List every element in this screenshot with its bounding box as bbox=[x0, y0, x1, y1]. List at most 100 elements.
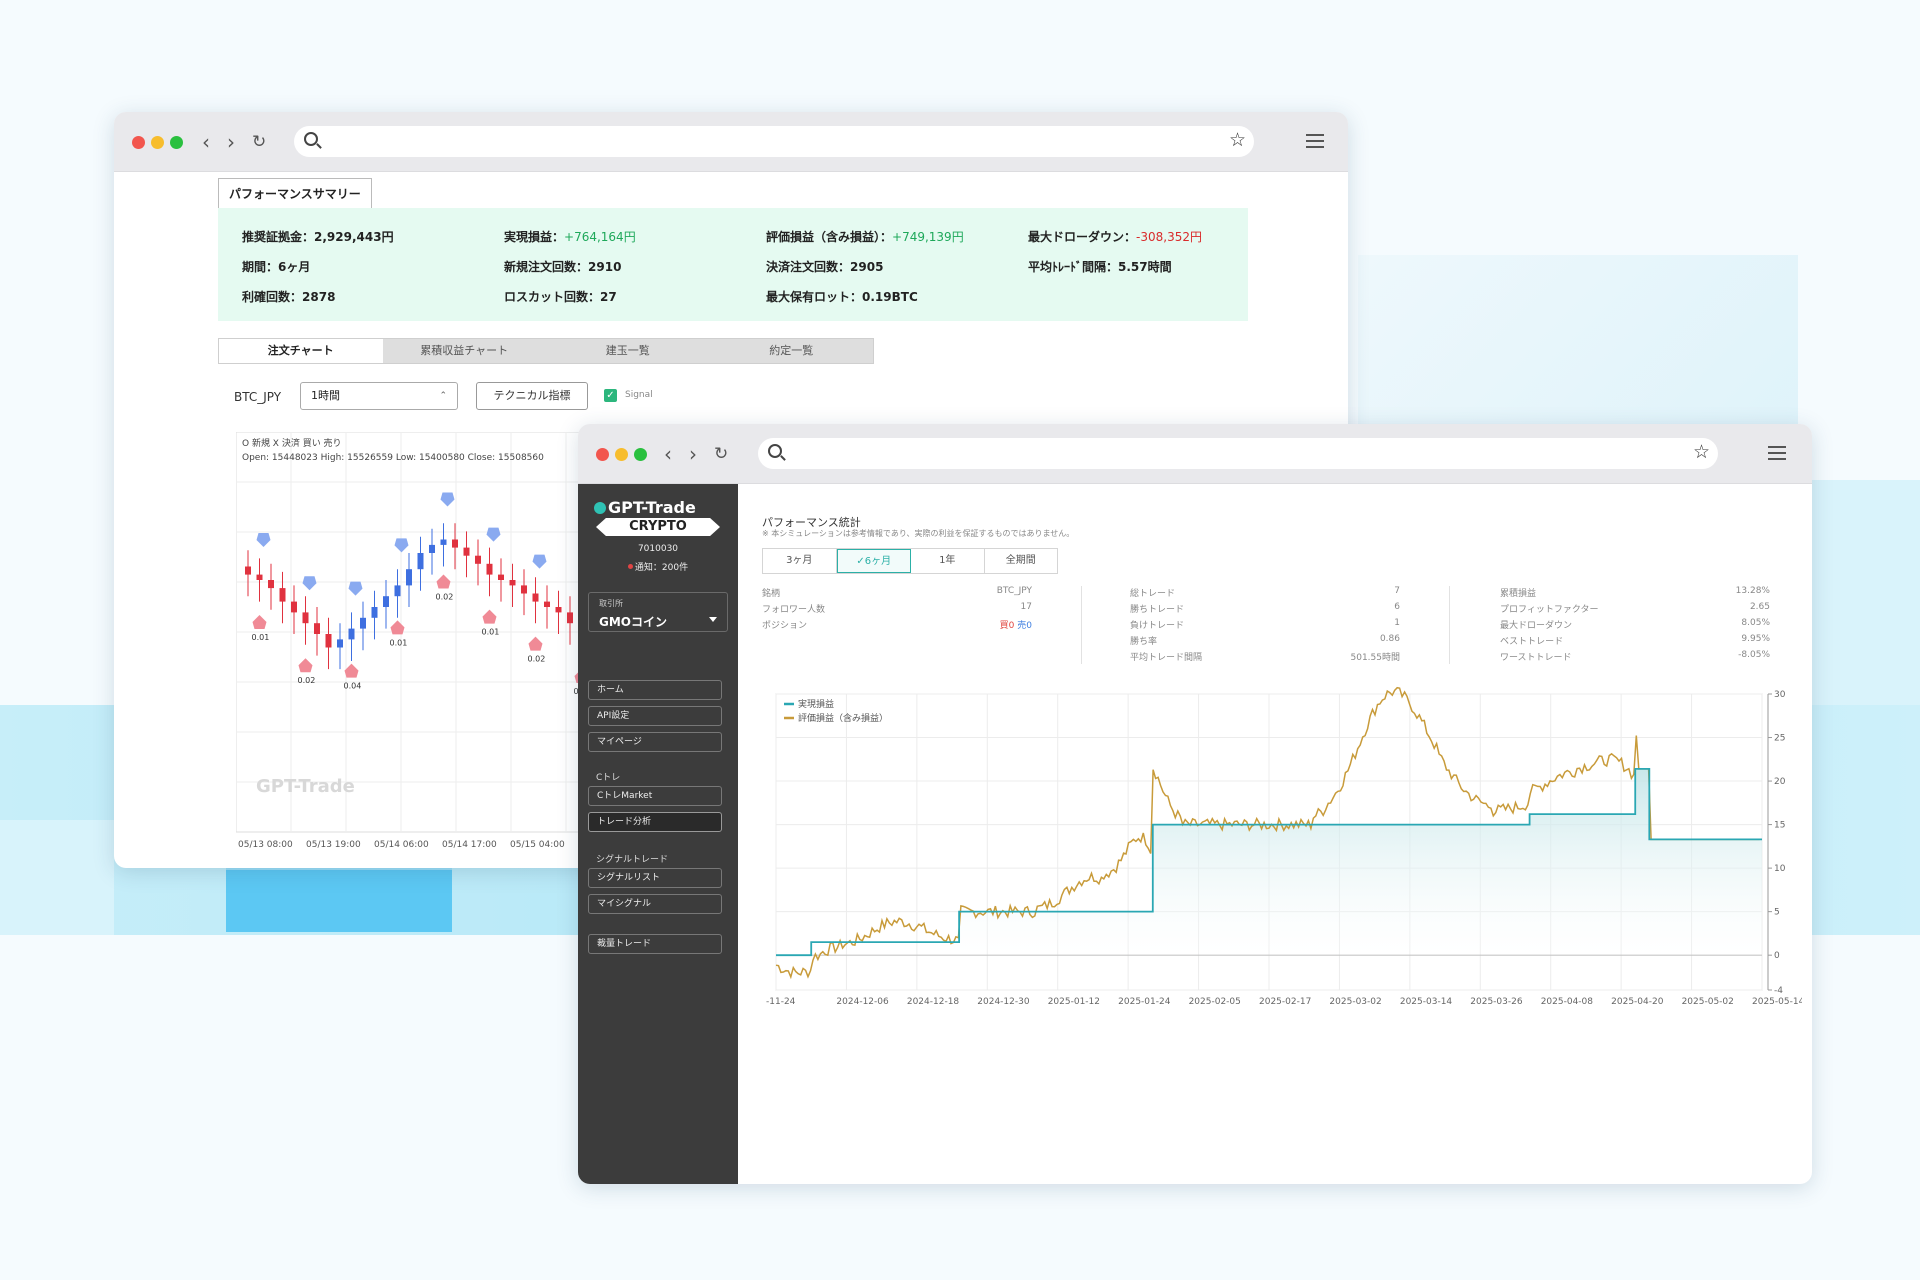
summary-item: 決済注文回数：2905 bbox=[766, 258, 883, 275]
stat-value: 9.95% bbox=[1741, 634, 1770, 644]
minimize-window-button[interactable] bbox=[615, 448, 628, 461]
reload-icon[interactable]: ↻ bbox=[714, 444, 729, 464]
candle-body bbox=[383, 596, 389, 607]
chart-tab[interactable]: 注文チャート bbox=[219, 339, 383, 363]
stats-divider bbox=[1081, 586, 1082, 664]
summary-value: 2905 bbox=[850, 260, 884, 274]
period-tab[interactable]: 3ヶ月 bbox=[763, 549, 837, 573]
stat-row: 最大ドローダウン 8.05% bbox=[1500, 618, 1770, 634]
x-tick-label: 05/15 04:00 bbox=[510, 840, 565, 850]
signal-checkbox[interactable]: ✓ bbox=[604, 389, 617, 402]
buy-marker bbox=[436, 574, 451, 589]
window-controls bbox=[132, 136, 183, 149]
browser-toolbar: ‹ › ↻ ☆ bbox=[114, 112, 1348, 172]
stat-label: 累積損益 bbox=[1500, 589, 1537, 599]
browser-toolbar: ‹ › ↻ ☆ bbox=[578, 424, 1812, 484]
marker-label: 0.02 bbox=[436, 593, 454, 602]
stat-value: -8.05% bbox=[1738, 650, 1770, 660]
summary-item: 評価損益（含み損益）：+749,139円 bbox=[766, 228, 964, 245]
x-tick-label: 2025-01-24 bbox=[1118, 997, 1171, 1004]
position-sell: 売0 bbox=[1017, 621, 1032, 631]
chart-tab[interactable]: 約定一覧 bbox=[769, 344, 814, 357]
forward-icon[interactable]: › bbox=[227, 130, 235, 154]
sell-marker bbox=[302, 576, 317, 591]
browser-menu-icon[interactable] bbox=[1306, 134, 1324, 148]
x-tick-label: 2024-12-30 bbox=[977, 997, 1030, 1004]
summary-label: ロスカット回数： bbox=[504, 290, 601, 304]
technical-indicator-button[interactable]: テクニカル指標 bbox=[476, 382, 588, 410]
candle-body bbox=[417, 553, 424, 570]
candle-body bbox=[475, 555, 481, 564]
close-window-button[interactable] bbox=[132, 136, 145, 149]
summary-value: 0.19BTC bbox=[862, 290, 918, 304]
nav-discretionary-trade[interactable]: 裁量トレード bbox=[588, 934, 722, 954]
nav-home[interactable]: ホーム bbox=[588, 680, 722, 700]
timeframe-select[interactable]: 1時間 bbox=[300, 382, 458, 410]
stat-row-position: ポジション 買0 売0 bbox=[762, 618, 1032, 634]
sell-marker bbox=[256, 533, 271, 547]
candle-body bbox=[337, 639, 343, 648]
exchange-select[interactable]: 取引所 GMOコイン bbox=[588, 592, 728, 632]
stat-label: 勝ち率 bbox=[1130, 637, 1158, 647]
section-c-trade: Cトレ bbox=[596, 773, 621, 783]
chart-tabs: 注文チャート 累積収益チャート 建玉一覧 約定一覧 bbox=[218, 338, 874, 364]
nav-my-signal[interactable]: マイシグナル bbox=[588, 894, 722, 914]
stat-value: 0.86 bbox=[1379, 634, 1400, 644]
forward-icon[interactable]: › bbox=[689, 442, 697, 466]
close-window-button[interactable] bbox=[596, 448, 609, 461]
summary-item: 平均ﾄﾚｰﾄﾞ間隔：5.57時間 bbox=[1028, 258, 1172, 275]
notification-count[interactable]: 通知：200件 bbox=[578, 560, 738, 573]
buy-marker bbox=[482, 609, 497, 624]
period-tab[interactable]: 全期間 bbox=[1005, 555, 1036, 566]
summary-value: 2,929,443円 bbox=[314, 230, 394, 244]
summary-label: 利確回数： bbox=[242, 290, 303, 304]
period-tab[interactable]: ✓6ヶ月 bbox=[836, 549, 911, 573]
sell-marker bbox=[394, 538, 409, 553]
legend-label: 実現損益 bbox=[798, 698, 834, 710]
browser-menu-icon[interactable] bbox=[1768, 446, 1786, 460]
chart-tab[interactable]: 累積収益チャート bbox=[420, 344, 509, 357]
reload-icon[interactable]: ↻ bbox=[252, 132, 267, 152]
back-icon[interactable]: ‹ bbox=[202, 130, 210, 154]
minimize-window-button[interactable] bbox=[151, 136, 164, 149]
bookmark-star-icon[interactable]: ☆ bbox=[1692, 441, 1710, 463]
stats-column-3: 累積損益 13.28% プロフィットファクター 2.65 最大ドローダウン 8.05% ベス… bbox=[1500, 586, 1770, 666]
address-bar[interactable]: ☆ bbox=[758, 438, 1718, 469]
nav-trade-analysis[interactable]: トレード分析 bbox=[588, 812, 722, 832]
maximize-window-button[interactable] bbox=[170, 136, 183, 149]
sell-marker bbox=[440, 492, 455, 507]
chart-tab[interactable]: 建玉一覧 bbox=[605, 344, 650, 357]
nav-c-trade-market[interactable]: CトレMarket bbox=[588, 786, 722, 806]
summary-value: 2878 bbox=[302, 290, 336, 304]
summary-label: 実現損益： bbox=[504, 230, 565, 244]
search-icon bbox=[768, 444, 782, 458]
summary-value: +764,164円 bbox=[564, 230, 636, 244]
period-tab[interactable]: 1年 bbox=[911, 549, 985, 573]
candle-body bbox=[360, 617, 366, 629]
stat-value: 17 bbox=[1020, 602, 1032, 612]
stat-value: 2.65 bbox=[1749, 602, 1770, 612]
stat-row: ベストトレード 9.95% bbox=[1500, 634, 1770, 650]
bookmark-star-icon[interactable]: ☆ bbox=[1228, 129, 1246, 151]
window-controls bbox=[596, 448, 647, 461]
sidebar: GPT-Trade CRYPTO 7010030 通知：200件 取引所 GMO… bbox=[578, 484, 738, 1184]
buy-marker bbox=[344, 663, 359, 678]
stat-label: 最大ドローダウン bbox=[1500, 621, 1573, 631]
nav-mypage[interactable]: マイページ bbox=[588, 732, 722, 752]
summary-value: 2910 bbox=[588, 260, 622, 274]
address-bar[interactable]: ☆ bbox=[294, 126, 1254, 157]
back-icon[interactable]: ‹ bbox=[664, 442, 672, 466]
candle-body bbox=[291, 601, 297, 613]
summary-label: 決済注文回数： bbox=[766, 260, 851, 274]
nav-api-settings[interactable]: API設定 bbox=[588, 706, 722, 726]
candle-body bbox=[463, 547, 470, 556]
nav-signal-list[interactable]: シグナルリスト bbox=[588, 868, 722, 888]
candle-body bbox=[406, 569, 412, 586]
candle-body bbox=[509, 580, 516, 586]
maximize-window-button[interactable] bbox=[634, 448, 647, 461]
candle-body bbox=[279, 588, 286, 602]
stat-label: 総トレード bbox=[1130, 589, 1176, 599]
realized-pnl-area bbox=[776, 768, 1762, 956]
account-id: 7010030 bbox=[637, 544, 679, 554]
